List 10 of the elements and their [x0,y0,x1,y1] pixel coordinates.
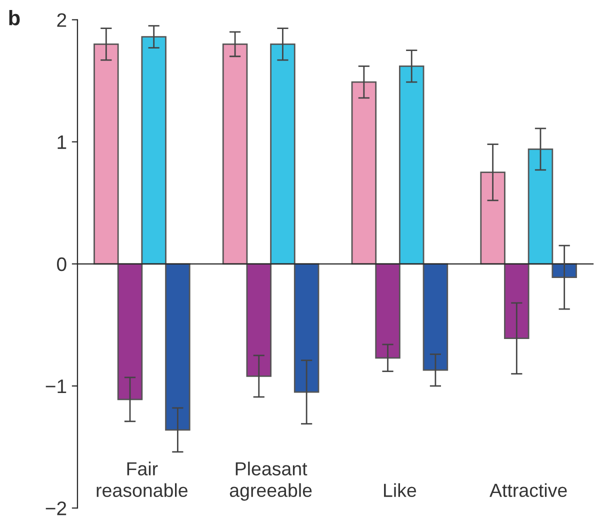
x-tick-label: Fair reasonable [96,462,188,498]
x-tick-label: Pleasant agreeable [230,462,312,501]
y-tick-label: −1 [46,380,66,394]
y-tick-label: 0 [57,257,66,272]
x-tick-label: Attractive [490,483,567,498]
y-tick-label: 1 [58,136,66,149]
y-tick-label: 2 [57,13,66,27]
x-tick-label: Like [384,483,416,498]
chart-title: b [9,10,20,26]
y-tick-label: −2 [46,502,66,516]
